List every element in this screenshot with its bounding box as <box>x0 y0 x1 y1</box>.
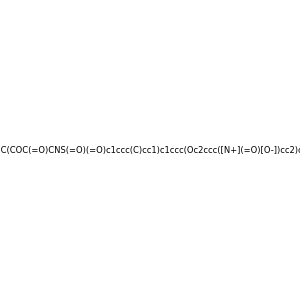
Text: O=C(COC(=O)CNS(=O)(=O)c1ccc(C)cc1)c1ccc(Oc2ccc([N+](=O)[O-])cc2)cc1: O=C(COC(=O)CNS(=O)(=O)c1ccc(C)cc1)c1ccc(… <box>0 146 300 154</box>
